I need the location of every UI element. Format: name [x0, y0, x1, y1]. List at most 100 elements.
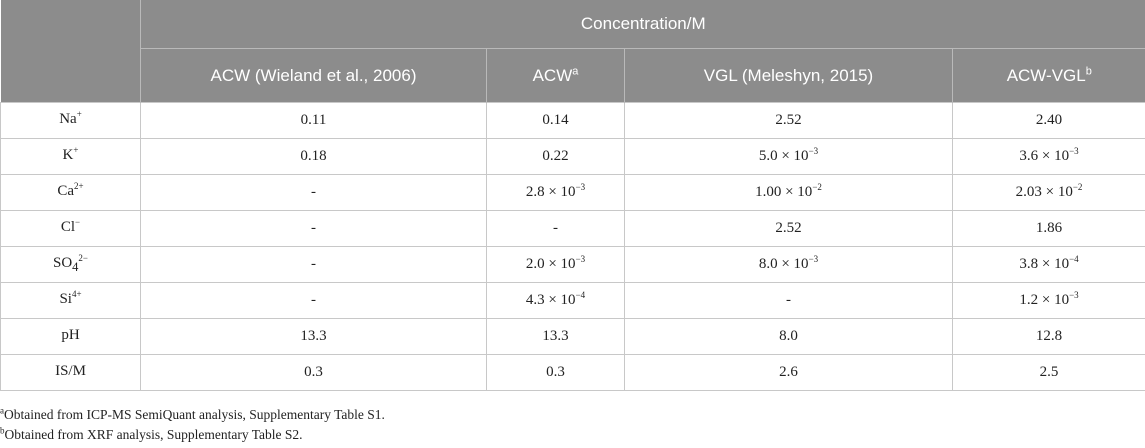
species-charge: 4+ — [71, 288, 82, 299]
footnote-text: Obtained from XRF analysis, Supplementar… — [4, 427, 303, 442]
row-stub-species: Si4+ — [0, 282, 141, 319]
table-cell: 13.3 — [140, 318, 487, 355]
species-base: Si — [59, 290, 72, 307]
cell-value: 2.03 × 10 — [1015, 184, 1073, 200]
table-cell: 0.3 — [140, 354, 487, 391]
table-cell: - — [140, 210, 487, 247]
footnote: bObtained from XRF analysis, Supplementa… — [0, 425, 1145, 445]
table-cell: 0.11 — [140, 102, 487, 139]
species-base: Cl — [60, 218, 76, 235]
table-cell: 3.8 × 10−4 — [951, 246, 1145, 283]
footnote-mark: a — [0, 405, 4, 416]
cell-exponent: −3 — [575, 182, 586, 192]
species-base: Na — [59, 110, 77, 127]
column-header: VGL (Meleshyn, 2015) — [624, 48, 953, 103]
column-header: ACW (Wieland et al., 2006) — [140, 48, 487, 103]
column-header: ACW-VGLb — [951, 48, 1145, 103]
table-cell: 2.5 — [951, 354, 1145, 391]
cell-value: 5.0 × 10 — [758, 148, 809, 164]
cell-exponent: −3 — [575, 254, 586, 264]
row-stub-species: Cl− — [0, 210, 141, 247]
column-header-label: ACW — [532, 65, 573, 85]
footnote-mark: b — [0, 425, 5, 436]
table-cell: 12.8 — [951, 318, 1145, 355]
cell-value: 1.86 — [1035, 220, 1063, 236]
header-stub-cell — [0, 0, 141, 103]
table-cell: 1.2 × 10−3 — [951, 282, 1145, 319]
species-charge: − — [75, 216, 81, 227]
column-header-label: ACW (Wieland et al., 2006) — [210, 65, 417, 85]
table-cell: 4.3 × 10−4 — [486, 282, 625, 319]
table-body: Na+ 0.11 0.14 2.52 2.40 K+ 0.18 0.22 5.0 × 10−3 3… — [0, 102, 1145, 391]
cell-exponent: −3 — [1069, 146, 1079, 156]
header-row-columns: ACW (Wieland et al., 2006) ACWa VGL (Mel… — [1, 48, 1145, 103]
cell-value: - — [311, 220, 316, 236]
table-cell: - — [486, 210, 625, 247]
column-header: ACWa — [486, 48, 625, 103]
table-cell: - — [140, 246, 487, 283]
cell-exponent: −4 — [575, 290, 586, 300]
column-header-label: VGL (Meleshyn, 2015) — [703, 65, 874, 85]
cell-value: 0.3 — [546, 364, 565, 380]
cell-value: 2.6 — [779, 364, 798, 380]
row-stub-species: K+ — [0, 138, 141, 175]
table-cell: 3.6 × 10−3 — [951, 138, 1145, 175]
cell-value: 2.52 — [775, 220, 802, 236]
footnote-text: Obtained from ICP-MS SemiQuant analysis,… — [4, 407, 385, 422]
column-header-label: ACW-VGL — [1006, 65, 1086, 85]
table-footnotes: aObtained from ICP-MS SemiQuant analysis… — [0, 405, 1145, 445]
cell-value: 13.3 — [300, 328, 327, 344]
header-group-label: Concentration/M — [140, 0, 1145, 49]
cell-value: 8.0 × 10 — [758, 256, 809, 272]
table-cell: 1.86 — [951, 210, 1145, 247]
cell-value: 3.8 × 10 — [1019, 256, 1070, 272]
table-row: K+ 0.18 0.22 5.0 × 10−3 3.6 × 10−3 — [0, 138, 1145, 175]
cell-value: 12.8 — [1035, 328, 1063, 344]
cell-value: - — [553, 220, 558, 236]
table-cell: 0.18 — [140, 138, 487, 175]
species-charge: + — [73, 144, 79, 155]
cell-value: 0.14 — [542, 112, 569, 128]
species-base: K — [62, 146, 74, 163]
cell-value: 0.18 — [300, 148, 327, 164]
table-cell: - — [140, 174, 487, 211]
cell-value: - — [311, 292, 316, 308]
table-cell: - — [624, 282, 953, 319]
cell-exponent: −2 — [812, 182, 822, 192]
table-cell: 2.0 × 10−3 — [486, 246, 625, 283]
cell-exponent: −2 — [1072, 182, 1083, 192]
row-stub-species: SO42− — [0, 246, 141, 283]
table-cell: 1.00 × 10−2 — [624, 174, 953, 211]
table-row: Na+ 0.11 0.14 2.52 2.40 — [0, 102, 1145, 139]
table-cell: 2.52 — [624, 102, 953, 139]
cell-value: 1.2 × 10 — [1019, 292, 1070, 308]
concentration-table: Concentration/M ACW (Wieland et al., 200… — [0, 0, 1145, 391]
cell-value: 4.3 × 10 — [525, 292, 576, 308]
species-base: pH — [61, 326, 80, 343]
table-row: pH 13.3 13.3 8.0 12.8 — [0, 318, 1145, 355]
cell-exponent: −3 — [808, 254, 819, 264]
cell-value: 1.00 × 10 — [755, 184, 813, 200]
cell-value: 2.52 — [775, 112, 802, 128]
table-row: Si4+ - 4.3 × 10−4 - 1.2 × 10−3 — [0, 282, 1145, 319]
table-cell: 2.8 × 10−3 — [486, 174, 625, 211]
cell-value: 3.6 × 10 — [1019, 148, 1070, 164]
cell-value: 0.3 — [304, 364, 323, 380]
species-subscript: 4 — [72, 259, 79, 274]
table-cell: 8.0 × 10−3 — [624, 246, 953, 283]
species-base: SO — [52, 254, 73, 271]
cell-value: - — [786, 292, 791, 308]
cell-exponent: −4 — [1069, 254, 1079, 264]
footnote: aObtained from ICP-MS SemiQuant analysis… — [0, 405, 1145, 425]
cell-value: - — [311, 256, 316, 272]
table-cell: 5.0 × 10−3 — [624, 138, 953, 175]
table-row: Cl− - - 2.52 1.86 — [0, 210, 1145, 247]
column-header-footnote-mark: a — [572, 64, 579, 77]
cell-value: - — [311, 184, 316, 200]
table-cell: 2.40 — [951, 102, 1145, 139]
species-base: IS/M — [55, 362, 86, 379]
cell-value: 2.0 × 10 — [525, 256, 576, 272]
cell-value: 2.40 — [1035, 112, 1063, 128]
table-cell: 0.22 — [486, 138, 625, 175]
concentration-table-container: Concentration/M ACW (Wieland et al., 200… — [0, 0, 1145, 391]
